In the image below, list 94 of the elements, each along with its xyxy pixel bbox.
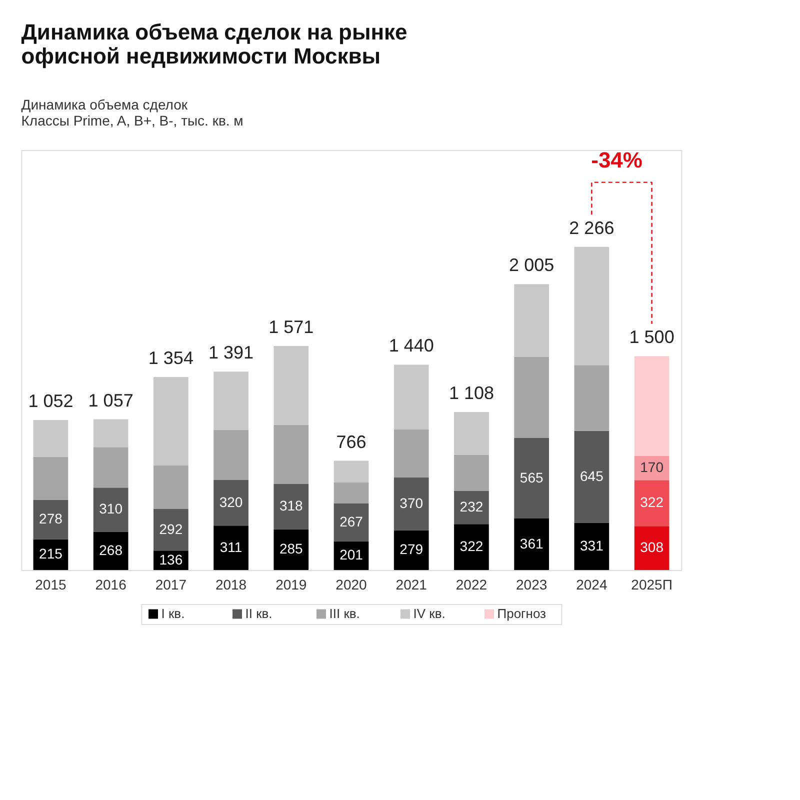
data-label: 645 [580, 468, 604, 484]
bar [514, 284, 550, 357]
data-label: 320 [219, 494, 243, 510]
total-label: 1 354 [148, 348, 194, 368]
total-label: 1 500 [629, 327, 674, 348]
bar [33, 456, 68, 500]
bar [454, 454, 489, 492]
bar [93, 419, 128, 448]
text: -34% [591, 147, 642, 172]
x-tick-label: 2016 [95, 576, 127, 592]
bar [153, 376, 188, 466]
data-label: 318 [279, 498, 304, 514]
data-label: 285 [279, 540, 304, 557]
data-label: 232 [460, 498, 484, 515]
bar [394, 477, 429, 530]
total-label: 2 266 [569, 218, 614, 238]
bar [394, 530, 429, 570]
bar [93, 488, 128, 532]
bar [274, 484, 309, 530]
legend-label: Прогноз [497, 606, 546, 621]
bar [394, 364, 429, 430]
bar [514, 356, 550, 438]
data-label: 565 [520, 469, 544, 486]
bar [334, 482, 369, 504]
data-label: 331 [580, 537, 604, 554]
data-label: 322 [640, 494, 664, 510]
data-label: 279 [400, 541, 424, 558]
legend-label: IV кв. [413, 606, 446, 621]
data-label: 267 [340, 513, 364, 530]
x-tick-label: 2017 [155, 576, 187, 592]
data-label: 308 [640, 539, 664, 556]
data-label: 170 [640, 459, 664, 476]
bar [334, 460, 369, 482]
x-tick-label: 2024 [576, 576, 608, 592]
data-label: 136 [159, 551, 183, 568]
data-label: 278 [39, 510, 63, 527]
bar [274, 346, 309, 425]
bar [274, 529, 309, 570]
x-tick-label: 2021 [396, 576, 428, 592]
bar [454, 524, 489, 570]
total-label: 1 052 [28, 391, 74, 412]
bar [514, 438, 550, 519]
chart-title: Динамика объема сделок на рынке офисной недвижимости Москвы [21, 19, 408, 68]
bar [454, 491, 489, 524]
data-label: 201 [340, 546, 364, 563]
legend-label: II кв. [245, 606, 272, 621]
chart-subtitle: Динамика объема сделок [21, 96, 188, 112]
x-tick-label: 2019 [276, 576, 307, 592]
bar [394, 429, 429, 478]
bar [153, 508, 188, 551]
data-label: 370 [400, 494, 424, 511]
bar [514, 518, 550, 570]
data-label: 215 [39, 546, 63, 562]
bar [33, 420, 68, 457]
bar [454, 412, 489, 455]
data-label: 310 [99, 500, 123, 517]
bar [153, 465, 188, 509]
bar [274, 424, 309, 484]
total-label: 1 108 [448, 383, 494, 404]
bar [214, 480, 248, 526]
x-tick-label: 2020 [336, 576, 368, 592]
data-label: 268 [99, 542, 123, 558]
total-label: 766 [336, 432, 366, 452]
data-label: 361 [520, 535, 544, 552]
bar [634, 356, 670, 456]
bar [634, 480, 670, 526]
bar [93, 532, 128, 570]
bar [214, 372, 248, 430]
data-label: 311 [220, 538, 242, 555]
x-tick-label: 2025П [631, 576, 672, 592]
legend-label: III кв. [329, 606, 360, 621]
x-tick-label: 2015 [35, 576, 66, 592]
legend-label: I кв. [161, 606, 185, 621]
x-tick-label: 2023 [516, 576, 548, 592]
total-label: 1 440 [388, 336, 434, 356]
bar [214, 430, 248, 480]
total-label: 2 005 [509, 255, 554, 276]
x-tick-label: 2022 [456, 576, 488, 592]
total-label: 1 571 [268, 317, 314, 338]
x-tick-label: 2018 [215, 576, 247, 592]
bar [33, 500, 68, 540]
bar [574, 522, 610, 570]
bar [334, 503, 369, 542]
total-label: 1 057 [88, 390, 134, 410]
data-label: 292 [159, 520, 183, 537]
bar [214, 526, 248, 570]
total-label: 1 391 [208, 342, 254, 363]
bar [634, 526, 670, 570]
bar [93, 447, 128, 488]
bar [574, 246, 610, 366]
data-label: 322 [460, 538, 484, 554]
bar [574, 365, 610, 431]
text: Классы Prime, A, B+, B-, тыс. кв. м [21, 112, 244, 128]
bar [574, 430, 610, 523]
